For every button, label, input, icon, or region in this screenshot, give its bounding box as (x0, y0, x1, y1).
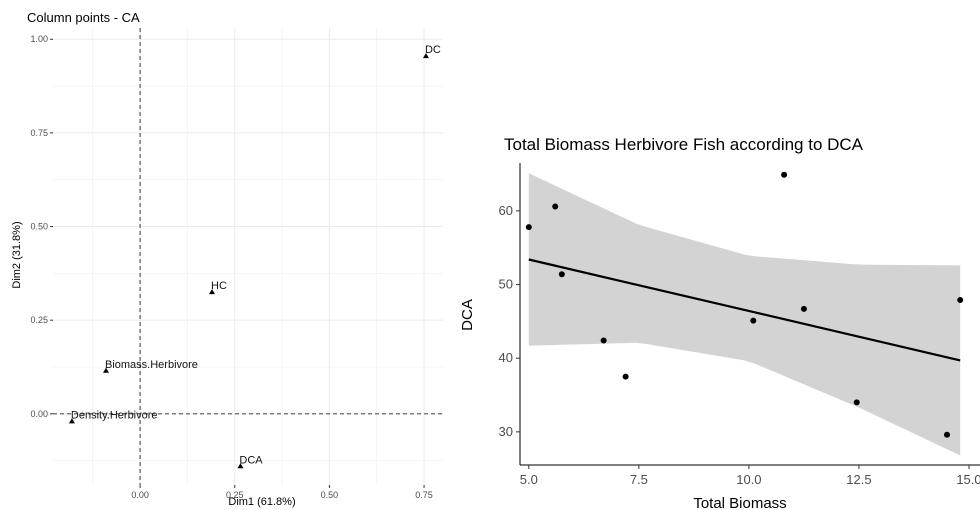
ca-x-tick-label: 0.00 (131, 490, 149, 500)
ca-point-label: Biomass.Herbivore (105, 359, 198, 371)
reg-y-tick-label: 40 (499, 350, 513, 365)
regression-line (528, 258, 961, 362)
ca-point-marker (103, 367, 110, 373)
ca-x-tick-label: 0.75 (415, 490, 433, 500)
ca-y-axis-label: Dim2 (31.8%) (11, 221, 23, 288)
reg-x-tick-label: 7.5 (630, 472, 648, 487)
ca-x-tick-label: 0.50 (321, 490, 339, 500)
ca-chart-svg: 0.00 0.25 0.50 0.75 0.00 0.25 0.50 0.75 1.00 DC H… (11, 10, 443, 508)
ca-point-label: DCA (239, 454, 263, 466)
ca-point-marker (237, 463, 244, 469)
data-point (957, 297, 964, 304)
reg-x-tick-label: 15.0 (956, 472, 980, 487)
data-point (781, 171, 788, 178)
ca-point-label: Density.Herbivore (71, 409, 158, 421)
ca-y-tick-label: 0.50 (30, 222, 48, 232)
trend-line (528, 258, 961, 362)
ca-y-tick-label: 0.75 (30, 128, 48, 138)
ca-point-marker (68, 418, 75, 424)
ca-reference-lines (53, 28, 443, 485)
reg-x-tick-label: 5.0 (520, 472, 538, 487)
reg-y-tick-label: 50 (499, 277, 513, 292)
ca-point-label: HC (211, 280, 227, 292)
ca-x-tick-label: 0.25 (226, 490, 244, 500)
biomass-dca-regression-chart: 5.0 7.5 10.0 12.5 15.0 30 40 50 60 Total Biomass… (450, 0, 980, 510)
confidence-band (528, 173, 961, 456)
reg-x-tick-label: 12.5 (846, 472, 871, 487)
ca-y-tick-label: 1.00 (30, 34, 48, 44)
reg-chart-title: Total Biomass Herbivore Fish according t… (504, 135, 864, 154)
ca-point-label: DC (425, 44, 441, 56)
data-point (558, 271, 565, 278)
ca-axes: 0.00 0.25 0.50 0.75 0.00 0.25 0.50 0.75 1.00 (30, 34, 432, 500)
ca-chart-title: Column points - CA (27, 10, 140, 25)
data-point (853, 399, 860, 406)
ca-y-tick-label: 0.25 (30, 315, 48, 325)
reg-x-axis-label: Total Biomass (693, 495, 786, 510)
ca-y-tick-label: 0.00 (30, 409, 48, 419)
reg-chart-svg: 5.0 7.5 10.0 12.5 15.0 30 40 50 60 Total Biomass… (459, 135, 980, 510)
reg-points (525, 171, 964, 438)
reg-x-tick-label: 10.0 (736, 472, 761, 487)
ca-column-points-chart: 0.00 0.25 0.50 0.75 0.00 0.25 0.50 0.75 1.00 DC H… (0, 0, 450, 510)
data-point (600, 337, 607, 344)
reg-y-axis-label: DCA (459, 299, 476, 331)
reg-y-tick-label: 60 (499, 203, 513, 218)
confidence-band-area (528, 173, 961, 456)
data-point (943, 431, 950, 438)
ca-points: DC HC Biomass.Herbivore Density.Herbivore DC… (68, 44, 441, 469)
reg-y-tick-label: 30 (499, 424, 513, 439)
reg-axes: 5.0 7.5 10.0 12.5 15.0 30 40 50 60 (499, 163, 980, 487)
data-point (750, 317, 757, 324)
ca-point-marker (422, 53, 429, 59)
ca-point-marker (209, 289, 216, 295)
ca-plot-background (53, 28, 443, 485)
data-point (622, 373, 629, 380)
data-point (525, 224, 532, 231)
data-point (800, 305, 807, 312)
ca-x-axis-label: Dim1 (61.8%) (228, 496, 295, 508)
data-point (552, 203, 559, 210)
